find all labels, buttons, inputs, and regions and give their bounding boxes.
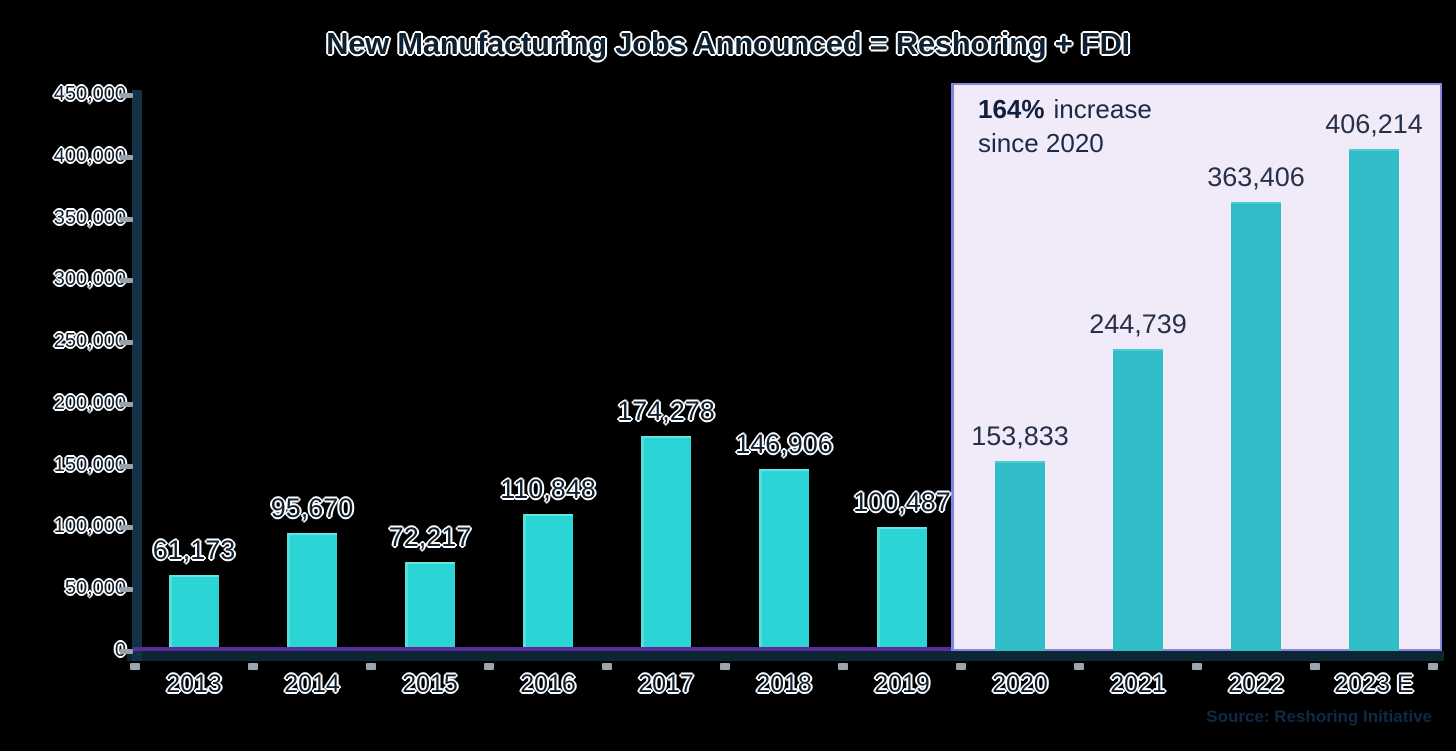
bar-value-label: 174,278 xyxy=(617,395,715,426)
bar-value-label: 146,906 xyxy=(735,429,833,460)
y-axis-line xyxy=(132,90,142,661)
bar-2019 xyxy=(877,526,927,651)
y-axis-tick xyxy=(120,649,133,654)
y-axis-tick xyxy=(120,401,133,407)
x-axis-year-label: 2022 xyxy=(1228,670,1284,698)
x-axis-year-label: 2016 xyxy=(520,670,576,698)
bar-value-label: 100,487 xyxy=(853,486,951,517)
y-axis-tick xyxy=(120,154,133,160)
x-axis-year-label: 2019 xyxy=(874,670,930,698)
x-axis-tick xyxy=(1428,663,1438,670)
bar-value-label: 153,833 xyxy=(971,420,1069,451)
x-axis-year-label: 2013 xyxy=(166,670,222,698)
y-axis-tick xyxy=(120,93,133,98)
x-axis-year-label: 2021 xyxy=(1110,670,1166,698)
x-axis-tick xyxy=(720,663,730,670)
x-axis-year-label: 2017 xyxy=(638,670,694,698)
y-axis-tick xyxy=(120,340,133,346)
x-axis-tick xyxy=(484,663,494,670)
y-axis-label: 100,000 xyxy=(53,515,126,538)
chart-title: New Manufacturing Jobs Announced = Resho… xyxy=(326,26,1130,61)
bar-2016 xyxy=(523,514,573,651)
y-axis-tick xyxy=(120,278,133,284)
y-axis-label: 0 xyxy=(6,639,126,662)
y-axis-label: 350,000 xyxy=(53,206,126,229)
bar-2017 xyxy=(641,435,691,651)
annotation: 164% increase since 2020 xyxy=(978,92,1238,160)
y-axis-tick xyxy=(120,216,133,222)
bar-value-label: 244,739 xyxy=(1089,308,1187,339)
bar-value-label: 406,214 xyxy=(1325,109,1423,140)
bar-2014 xyxy=(287,532,337,651)
y-axis-tick xyxy=(120,587,133,593)
baseline-accent-line xyxy=(133,647,951,651)
bar-value-label: 110,848 xyxy=(500,474,596,505)
bar-2015 xyxy=(405,561,455,651)
x-axis-tick xyxy=(956,663,966,670)
x-axis-tick xyxy=(838,663,848,670)
y-axis-tick xyxy=(120,525,133,531)
x-axis-year-label: 2018 xyxy=(756,670,812,698)
y-axis-label: 50,000 xyxy=(64,577,126,600)
x-axis-tick xyxy=(130,663,140,670)
y-axis-label: 450,000 xyxy=(53,83,126,105)
y-axis-tick xyxy=(120,463,133,469)
source-credit: Source: Reshoring Initiative xyxy=(1206,707,1432,726)
x-axis-tick xyxy=(1310,663,1320,670)
x-axis-tick xyxy=(1074,663,1084,670)
x-axis-year-label: 2020 xyxy=(992,670,1048,698)
x-axis-tick xyxy=(366,663,376,670)
x-axis-year-label: 2015 xyxy=(402,670,458,698)
bar-2022 xyxy=(1231,201,1281,651)
bar-2018 xyxy=(759,469,809,651)
bar-value-label: 363,406 xyxy=(1207,161,1305,192)
x-axis-line xyxy=(127,651,1444,661)
bar-2021 xyxy=(1113,348,1163,651)
bar-2020 xyxy=(995,460,1045,651)
y-axis-label: 150,000 xyxy=(53,453,126,476)
bar-value-label: 61,173 xyxy=(152,535,236,566)
bar-2023E xyxy=(1349,149,1399,651)
bar-value-label: 95,670 xyxy=(270,492,354,523)
bar-value-label: 72,217 xyxy=(388,521,472,552)
annotation-line2: since 2020 xyxy=(978,128,1104,158)
bar-2013 xyxy=(169,575,219,651)
x-axis-year-label: 2014 xyxy=(284,670,340,698)
annotation-text: increase xyxy=(1053,94,1152,124)
x-axis-year-label: 2023 E xyxy=(1334,670,1414,698)
x-axis-tick xyxy=(602,663,612,670)
annotation-percent: 164% xyxy=(978,94,1045,124)
x-axis-tick xyxy=(248,663,258,670)
y-axis-label: 300,000 xyxy=(53,268,126,291)
x-axis-tick xyxy=(1192,663,1202,670)
y-axis-label: 250,000 xyxy=(53,330,126,353)
y-axis-label: 200,000 xyxy=(53,391,126,414)
y-axis-label: 400,000 xyxy=(53,144,126,167)
